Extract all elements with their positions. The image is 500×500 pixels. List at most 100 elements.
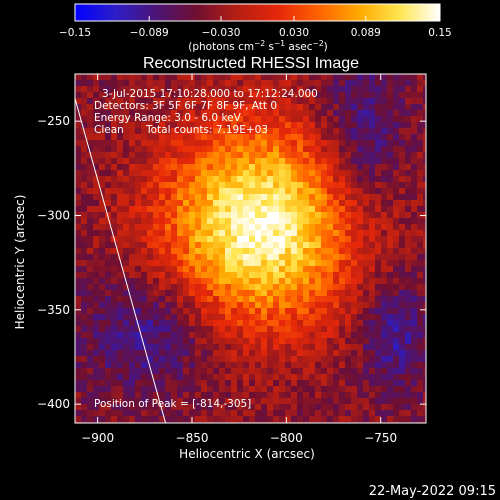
heatmap-cell (243, 338, 250, 345)
heatmap-cell (219, 362, 226, 369)
heatmap-cell (267, 80, 274, 87)
heatmap-cell (81, 338, 88, 345)
heatmap-cell (273, 356, 280, 363)
heatmap-cell (213, 236, 220, 243)
heatmap-cell (213, 98, 220, 105)
heatmap-cell (297, 380, 304, 387)
heatmap-cell (225, 296, 232, 303)
heatmap-cell (237, 308, 244, 315)
heatmap-cell (273, 98, 280, 105)
heatmap-cell (195, 152, 202, 159)
heatmap-cell (87, 344, 94, 351)
heatmap-cell (267, 320, 274, 327)
heatmap-cell (99, 230, 106, 237)
heatmap-cell (303, 224, 310, 231)
heatmap-cell (303, 320, 310, 327)
heatmap-cell (267, 284, 274, 291)
heatmap-cell (333, 266, 340, 273)
heatmap-cell (105, 272, 112, 279)
heatmap-cell (243, 392, 250, 399)
heatmap-cell (423, 278, 426, 285)
heatmap-cell (327, 278, 334, 285)
heatmap-cell (339, 122, 346, 129)
heatmap-cell (285, 362, 292, 369)
heatmap-cell (75, 146, 82, 153)
heatmap-cell (279, 350, 286, 357)
heatmap-cell (405, 122, 412, 129)
heatmap-cell (237, 362, 244, 369)
heatmap-cell (339, 362, 346, 369)
heatmap-cell (195, 404, 202, 411)
heatmap-cell (321, 104, 328, 111)
heatmap-cell (117, 296, 124, 303)
heatmap-cell (399, 272, 406, 279)
heatmap-cell (339, 80, 346, 87)
heatmap-cell (93, 398, 100, 405)
heatmap-cell (291, 302, 298, 309)
heatmap-cell (411, 296, 418, 303)
heatmap-cell (393, 98, 400, 105)
heatmap-cell (165, 272, 172, 279)
heatmap-cell (261, 320, 268, 327)
heatmap-cell (189, 380, 196, 387)
heatmap-cell (105, 212, 112, 219)
heatmap-cell (381, 116, 388, 123)
heatmap-cell (291, 368, 298, 375)
heatmap-cell (81, 188, 88, 195)
heatmap-cell (297, 416, 304, 423)
heatmap-cell (105, 398, 112, 405)
heatmap-cell (183, 164, 190, 171)
heatmap-cell (345, 86, 352, 93)
heatmap-cell (213, 266, 220, 273)
heatmap-cell (177, 296, 184, 303)
heatmap-cell (351, 308, 358, 315)
heatmap-cell (285, 272, 292, 279)
heatmap-cell (87, 86, 94, 93)
heatmap-cell (147, 134, 154, 141)
heatmap-cell (75, 92, 82, 99)
heatmap-cell (321, 404, 328, 411)
heatmap-cell (363, 122, 370, 129)
heatmap-cell (195, 200, 202, 207)
heatmap-cell (87, 248, 94, 255)
heatmap-cell (393, 122, 400, 129)
heatmap-cell (297, 248, 304, 255)
heatmap-cell (141, 386, 148, 393)
heatmap-cell (111, 188, 118, 195)
heatmap-cell (225, 146, 232, 153)
heatmap-cell (381, 296, 388, 303)
heatmap-cell (183, 110, 190, 117)
heatmap-cell (81, 86, 88, 93)
heatmap-cell (291, 248, 298, 255)
heatmap-cell (417, 128, 424, 135)
heatmap-cell (75, 224, 82, 231)
heatmap-cell (399, 194, 406, 201)
heatmap-cell (423, 248, 426, 255)
heatmap-cell (165, 152, 172, 159)
heatmap-cell (255, 380, 262, 387)
heatmap-cell (183, 230, 190, 237)
heatmap-cell (351, 374, 358, 381)
heatmap-cell (303, 416, 310, 423)
heatmap-cell (267, 410, 274, 417)
heatmap-cell (303, 302, 310, 309)
heatmap-cell (165, 338, 172, 345)
heatmap-cell (195, 398, 202, 405)
heatmap-cell (249, 248, 256, 255)
heatmap-cell (153, 86, 160, 93)
heatmap-cell (261, 152, 268, 159)
heatmap-cell (423, 254, 426, 261)
heatmap-cell (75, 380, 82, 387)
heatmap-cell (405, 350, 412, 357)
heatmap-cell (405, 338, 412, 345)
heatmap-cell (255, 92, 262, 99)
heatmap-cell (237, 122, 244, 129)
heatmap-cell (381, 218, 388, 225)
heatmap-cell (171, 404, 178, 411)
heatmap-cell (135, 386, 142, 393)
heatmap-cell (381, 284, 388, 291)
heatmap-cell (111, 290, 118, 297)
heatmap-cell (99, 218, 106, 225)
heatmap-cell (75, 230, 82, 237)
heatmap-cell (81, 302, 88, 309)
